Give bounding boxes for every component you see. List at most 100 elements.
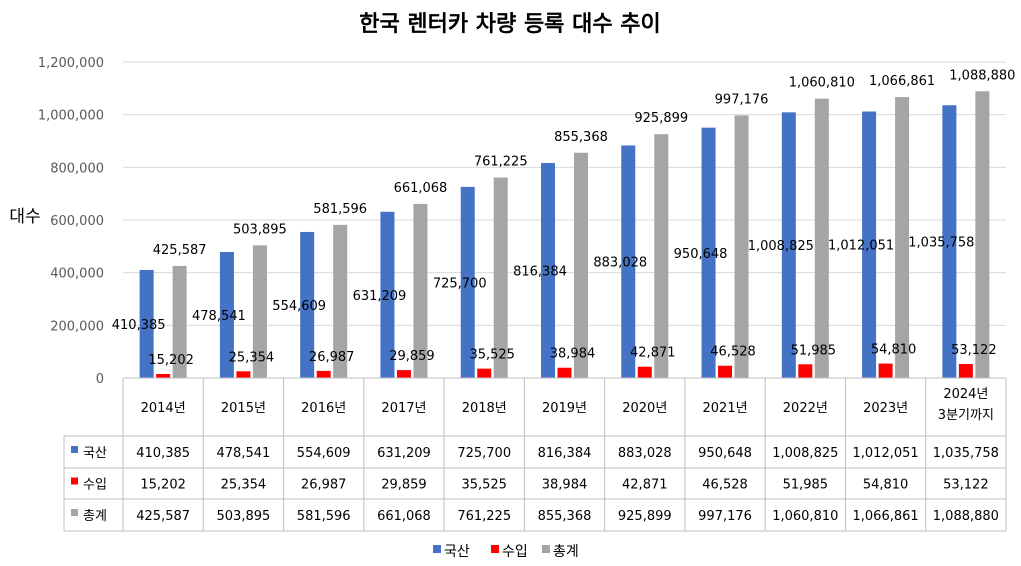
y-axis-label: 대수 [9, 207, 40, 227]
bar-수입-8 [798, 364, 813, 378]
bar-총계-6 [654, 134, 669, 378]
data-label: 1,012,051 [828, 239, 894, 254]
bar-국산-7 [701, 127, 716, 379]
table-cell: 1,060,810 [772, 509, 838, 524]
data-label: 1,008,825 [748, 239, 814, 254]
table-cell: 1,035,758 [933, 446, 999, 461]
legend-swatch [542, 545, 550, 553]
bar-국산-5 [541, 163, 555, 378]
table-cell: 51,985 [783, 478, 829, 493]
x-tick-label: 2024년 3분기까지 [938, 387, 994, 423]
bar-국산-9 [862, 111, 877, 379]
bar-총계-3 [413, 203, 428, 378]
data-label: 42,871 [630, 346, 676, 361]
row-header: 수입 [83, 478, 107, 493]
table-cell: 425,587 [136, 509, 190, 524]
table-cell: 1,066,861 [853, 509, 919, 524]
x-tick-label: 2021년 [703, 401, 748, 416]
data-label: 1,035,758 [908, 236, 974, 251]
data-label: 26,987 [309, 350, 355, 365]
data-label: 35,525 [469, 348, 515, 363]
data-table: 2014년 2015년 2016년 2017년 2018년 2019년 2020년 2021년… [63, 377, 1007, 532]
bar-국산-4 [460, 186, 475, 378]
bar-수입-5 [557, 367, 572, 378]
bar-수입-3 [396, 370, 411, 378]
data-label: 883,028 [593, 256, 647, 271]
table-cell: 883,028 [618, 446, 672, 461]
table-cell: 53,122 [943, 478, 989, 493]
data-label: 631,209 [353, 289, 407, 304]
bar-국산-10 [942, 105, 957, 378]
x-tick-label: 2020년 [622, 401, 667, 416]
table-cell: 478,541 [217, 446, 271, 461]
bar-총계-8 [814, 98, 829, 378]
bar-수입-9 [878, 363, 893, 378]
bar-총계-1 [252, 245, 267, 378]
data-label: 29,859 [389, 349, 435, 364]
data-label: 503,895 [233, 222, 287, 237]
table-cell: 950,648 [698, 446, 752, 461]
x-tick-label: 2017년 [381, 401, 426, 416]
table-cell: 1,012,051 [853, 446, 919, 461]
bar-총계-5 [574, 152, 588, 378]
table-cell: 29,859 [381, 478, 427, 493]
gridlines [123, 61, 1006, 379]
y-tick-label: 800,000 [50, 161, 104, 176]
bar-수입-1 [236, 371, 251, 378]
data-label: 725,700 [433, 276, 487, 291]
table-cell: 410,385 [136, 446, 190, 461]
table-cell: 761,225 [457, 509, 511, 524]
row-key-수입 [71, 477, 78, 485]
bar-국산-3 [380, 211, 395, 378]
data-label: 15,202 [148, 353, 194, 368]
x-tick-label: 2016년 [301, 401, 346, 416]
table-cell: 54,810 [863, 478, 909, 493]
x-tick-label: 2018년 [462, 401, 507, 416]
table-cell: 661,068 [377, 509, 431, 524]
legend-swatch [491, 545, 499, 553]
bar-수입-7 [718, 365, 733, 378]
table-cell: 46,528 [702, 478, 748, 493]
data-label: 816,384 [513, 265, 567, 280]
data-label: 581,596 [313, 202, 367, 217]
data-label: 661,068 [394, 181, 448, 196]
data-label: 554,609 [272, 299, 326, 314]
data-labels: 410,385 478,541 554,609 631,209 725,700 816,3… [112, 68, 1016, 368]
row-header: 국산 [83, 446, 107, 461]
table-cell: 631,209 [377, 446, 431, 461]
x-tick-label: 2019년 [542, 401, 587, 416]
table-cell: 554,609 [297, 446, 351, 461]
table-cell: 26,987 [301, 478, 347, 493]
table-cell: 816,384 [538, 446, 592, 461]
table-cell: 1,088,880 [933, 509, 999, 524]
data-label: 1,060,810 [789, 76, 855, 91]
table-cell: 725,700 [457, 446, 511, 461]
table-cell: 925,899 [618, 509, 672, 524]
legend-swatch [433, 545, 441, 553]
data-label: 38,984 [550, 347, 596, 362]
bar-수입-0 [156, 373, 171, 378]
x-tick-label: 2022년 [783, 401, 828, 416]
x-tick-label: 2015년 [221, 401, 266, 416]
bar-국산-2 [300, 231, 315, 378]
table-cell: 503,895 [217, 509, 271, 524]
bar-수입-6 [637, 366, 652, 378]
table-cell: 581,596 [297, 509, 351, 524]
bars [139, 91, 990, 379]
bar-국산-1 [219, 251, 234, 378]
bar-총계-10 [975, 91, 990, 378]
bar-수입-2 [316, 370, 331, 378]
row-key-국산 [71, 446, 78, 453]
data-label: 425,587 [153, 243, 207, 258]
table-cell: 25,354 [221, 478, 267, 493]
bar-총계-0 [172, 265, 187, 378]
table-cell: 38,984 [542, 478, 588, 493]
table-cell: 855,368 [538, 509, 592, 524]
y-tick-label: 400,000 [50, 267, 104, 282]
x-tick-label: 2023년 [863, 401, 908, 416]
table-cell: 997,176 [698, 509, 752, 524]
row-key-총계 [71, 509, 78, 516]
bar-총계-7 [734, 115, 749, 379]
data-label: 855,368 [554, 130, 608, 145]
